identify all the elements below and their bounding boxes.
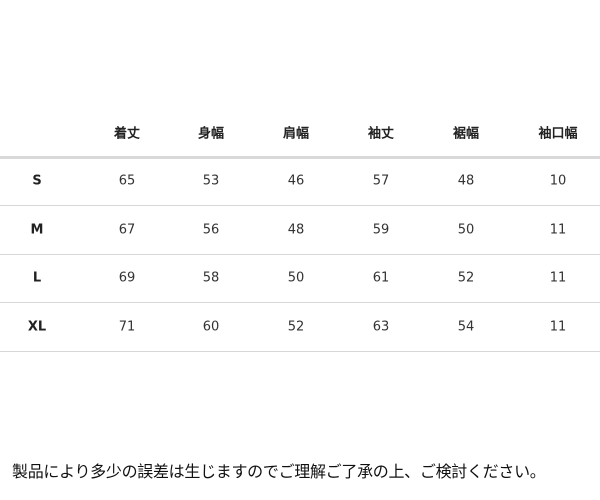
table-cell: 52 bbox=[457, 270, 475, 286]
table-cell: 11 bbox=[549, 270, 567, 286]
column-header: 着丈 bbox=[113, 126, 141, 142]
row-divider bbox=[0, 254, 600, 255]
table-cell: 60 bbox=[202, 319, 220, 334]
table-cell: 69 bbox=[118, 270, 136, 286]
size-label: S bbox=[32, 173, 42, 189]
table-cell: 11 bbox=[549, 222, 567, 237]
size-label: L bbox=[32, 270, 42, 286]
column-header: 裾幅 bbox=[452, 126, 480, 142]
table-cell: 10 bbox=[549, 173, 567, 189]
table-cell: 57 bbox=[372, 173, 390, 189]
table-cell: 48 bbox=[287, 222, 305, 237]
table-cell: 65 bbox=[118, 173, 136, 189]
column-header: 袖口幅 bbox=[538, 126, 578, 142]
size-label: M bbox=[30, 222, 44, 237]
row-divider bbox=[0, 351, 600, 352]
column-header: 身幅 bbox=[197, 126, 225, 142]
table-cell: 11 bbox=[549, 319, 567, 334]
table-cell: 67 bbox=[118, 222, 136, 237]
table-cell: 53 bbox=[202, 173, 220, 189]
table-cell: 63 bbox=[372, 319, 390, 334]
table-cell: 52 bbox=[287, 319, 305, 334]
table-cell: 71 bbox=[118, 319, 136, 334]
table-cell: 58 bbox=[202, 270, 220, 286]
table-cell: 50 bbox=[457, 222, 475, 237]
table-cell: 46 bbox=[287, 173, 305, 189]
column-header: 袖丈 bbox=[367, 126, 395, 142]
disclaimer-note: 製品により多少の誤差は生じますのでご理解ご了承の上、ご検討ください。 bbox=[12, 462, 546, 481]
table-cell: 59 bbox=[372, 222, 390, 237]
table-cell: 54 bbox=[457, 319, 475, 334]
column-header: 肩幅 bbox=[282, 126, 310, 142]
size-label: XL bbox=[27, 319, 47, 334]
table-cell: 56 bbox=[202, 222, 220, 237]
row-divider bbox=[0, 205, 600, 206]
table-cell: 50 bbox=[287, 270, 305, 286]
header-divider bbox=[0, 156, 600, 159]
table-cell: 61 bbox=[372, 270, 390, 286]
table-cell: 48 bbox=[457, 173, 475, 189]
row-divider bbox=[0, 302, 600, 303]
